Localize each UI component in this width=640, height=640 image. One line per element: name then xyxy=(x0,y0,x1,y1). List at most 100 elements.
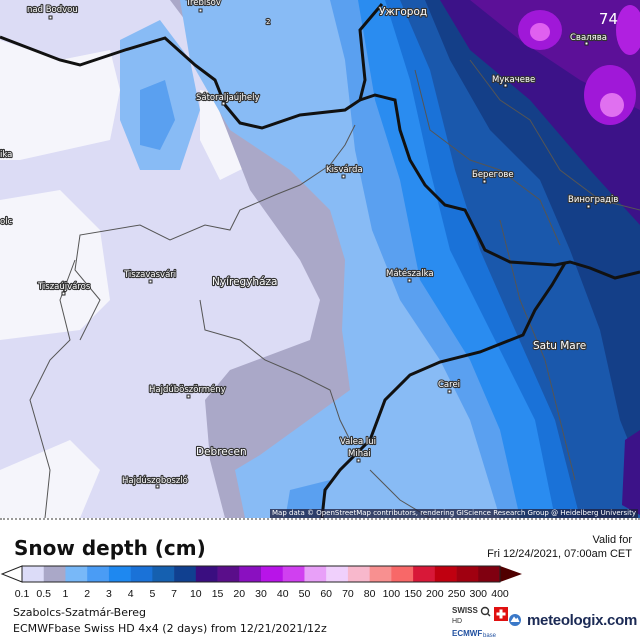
badge-ecmwf: ECMWF xyxy=(452,629,482,638)
scale-tick-label: 40 xyxy=(276,588,289,600)
model-info: ECMWFbase Swiss HD 4x4 (2 days) from 12/… xyxy=(13,622,327,635)
region-name: Szabolcs-Szatmár-Bereg xyxy=(13,606,147,619)
scale-tick-label: 100 xyxy=(382,588,401,600)
scale-tick-label: 7 xyxy=(171,588,177,600)
city-tiszaujvaros[interactable]: Tiszaújváros xyxy=(36,281,92,296)
city-svalyava[interactable]: Свалява xyxy=(569,32,608,46)
svg-text:Mátészalka: Mátészalka xyxy=(386,268,434,279)
city-labels: nad Bodvou Trebišov 2 Ужгород Свалява Му… xyxy=(0,0,620,489)
legend-title: Snow depth (cm) xyxy=(14,536,206,560)
scale-cell-100-150 xyxy=(391,566,414,582)
svg-text:Trebišov: Trebišov xyxy=(185,0,221,8)
svg-text:Carei: Carei xyxy=(438,380,460,390)
scale-tick-label: 4 xyxy=(127,588,134,600)
svg-text:Debrecen: Debrecen xyxy=(196,446,247,458)
scale-cell-50-60 xyxy=(304,566,327,582)
city-satoraljaujhely[interactable]: Sátoraljaújhely xyxy=(195,92,261,106)
scale-tick-label: 15 xyxy=(211,588,224,600)
scale-tick-label: 70 xyxy=(342,588,354,600)
svg-text:Берегове: Берегове xyxy=(472,170,514,180)
scale-cell-30-40 xyxy=(261,566,284,582)
city-trebisov[interactable]: Trebišov xyxy=(184,0,222,13)
city-partial-olc: olc xyxy=(0,217,13,227)
scale-cell-5-7 xyxy=(152,566,175,582)
scale-cell-3-4 xyxy=(108,566,131,582)
badge-hd: HD xyxy=(452,618,462,625)
snow-peak xyxy=(600,93,624,117)
brand-name[interactable]: meteologix.com xyxy=(527,612,637,629)
scale-cell-4-5 xyxy=(130,566,153,582)
city-nad-bodvou[interactable]: nad Bodvou xyxy=(26,4,79,20)
city-tiszavasvari[interactable]: Tiszavasvári xyxy=(122,269,177,284)
scale-cell-150-200 xyxy=(413,566,436,582)
scale-cell-60-70 xyxy=(326,566,349,582)
scale-under-arrow xyxy=(0,565,23,583)
scale-cell-80-100 xyxy=(369,566,392,582)
scale-cell-15-20 xyxy=(217,566,240,582)
scale-cell-40-50 xyxy=(282,566,305,582)
city-valea-lui-mihai[interactable]: Valea lui Mihai xyxy=(339,436,377,463)
city-satu-mare[interactable]: Satu Mare xyxy=(532,339,587,353)
city-mukachevo[interactable]: Мукачеве xyxy=(491,74,536,88)
divider xyxy=(0,518,640,520)
scale-cell-1-2 xyxy=(65,566,88,582)
scale-tick-label: 0.1 xyxy=(14,588,30,600)
svg-text:Tiszaújváros: Tiszaújváros xyxy=(37,282,91,292)
valid-time: Valid for Fri 12/24/2021, 07:00am CET xyxy=(487,533,632,561)
city-carei[interactable]: Carei xyxy=(437,379,461,394)
svg-text:Ужгород: Ужгород xyxy=(379,6,427,18)
scale-cell-0.5-1 xyxy=(43,566,66,582)
svg-text:Sátoraljaújhely: Sátoraljaújhely xyxy=(196,93,260,103)
scale-tick-label: 3 xyxy=(105,588,112,600)
scale-cell-10-15 xyxy=(195,566,218,582)
scale-tick-label: 80 xyxy=(363,588,376,600)
snow-band-none xyxy=(0,40,260,518)
scale-tick-label: 10 xyxy=(189,588,202,600)
scale-cell-70-80 xyxy=(347,566,370,582)
svg-text:Свалява: Свалява xyxy=(570,33,607,43)
svg-text:Satu Mare: Satu Mare xyxy=(533,340,586,352)
scale-tick-label: 300 xyxy=(469,588,488,600)
contour-label: 2 xyxy=(266,18,270,26)
svg-text:Valea lui: Valea lui xyxy=(340,437,376,447)
scale-cell-0.1-0.5 xyxy=(22,566,45,582)
scale-cell-200-250 xyxy=(434,566,457,582)
svg-text:nad Bodvou: nad Bodvou xyxy=(27,5,78,15)
city-uzhhorod[interactable]: Ужгород xyxy=(378,5,428,19)
color-scale-ticks: 0.1 0.5 1 2 3 4 5 7 10 15 20 30 40 50 60 70 80 100 150 200 2… xyxy=(0,588,640,602)
scale-tick-label: 2 xyxy=(84,588,91,600)
scale-cell-20-30 xyxy=(239,566,262,582)
snow-band-10-15 xyxy=(440,0,640,515)
city-mateszalka[interactable]: Mátészalka xyxy=(385,267,435,283)
map-attribution[interactable]: Map data © OpenStreetMap contributors, r… xyxy=(270,509,638,518)
snow-depth-map[interactable]: nad Bodvou Trebišov 2 Ужгород Свалява Му… xyxy=(0,0,640,518)
snow-peak xyxy=(616,5,640,55)
scale-tick-label: 250 xyxy=(447,588,466,600)
svg-text:Виноградів: Виноградів xyxy=(568,195,618,205)
city-kisvarda[interactable]: Kisvárda xyxy=(325,164,364,179)
city-hajduboszormeny[interactable]: Hajdúböszörmény xyxy=(148,383,227,399)
city-vynohradiv[interactable]: Виноградів xyxy=(567,194,620,209)
swiss-hd-ecmwf-logo: SWISS HD ECMWF base xyxy=(452,606,521,639)
county-borders xyxy=(29,59,640,518)
city-debrecen[interactable]: Debrecen xyxy=(195,445,248,459)
scale-tick-label: 0.5 xyxy=(36,588,52,600)
scale-tick-label: 150 xyxy=(404,588,422,600)
city-nyiregyhaza[interactable]: Nyíregyháza xyxy=(211,275,279,289)
country-borders xyxy=(0,3,640,518)
valid-label: Valid for xyxy=(592,534,632,546)
scale-tick-label: 20 xyxy=(233,588,246,600)
city-berehove[interactable]: Берегове xyxy=(471,169,515,184)
city-hajduszoboszlo[interactable]: Hajdúszoboszló xyxy=(121,474,189,489)
badge-swiss: SWISS xyxy=(452,606,478,615)
scale-outline xyxy=(21,565,501,583)
snow-peak xyxy=(530,23,550,41)
svg-text:Mihai: Mihai xyxy=(348,449,371,459)
svg-text:Nyíregyháza: Nyíregyháza xyxy=(212,276,277,288)
scale-tick-label: 1 xyxy=(62,588,69,600)
scale-over-arrow xyxy=(500,566,522,582)
scale-tick-label: 200 xyxy=(426,588,444,600)
magnifier-icon xyxy=(480,606,490,616)
valid-datetime: Fri 12/24/2021, 07:00am CET xyxy=(487,548,632,560)
svg-text:Hajdúszoboszló: Hajdúszoboszló xyxy=(122,475,188,486)
